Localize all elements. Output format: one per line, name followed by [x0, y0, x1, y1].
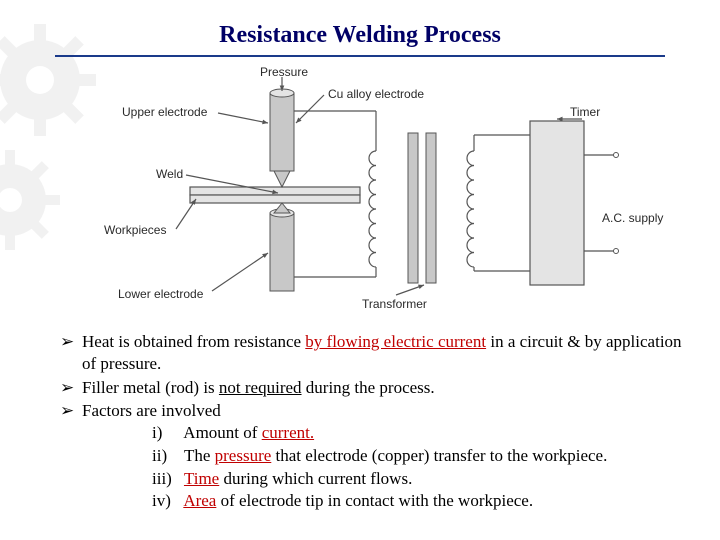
label-weld: Weld: [156, 167, 183, 181]
label-workpieces: Workpieces: [104, 223, 166, 237]
sublist-item: iv) Area of electrode tip in contact wit…: [152, 490, 690, 512]
label-transformer: Transformer: [362, 297, 427, 311]
label-timer: Timer: [570, 105, 600, 119]
sublist-item: i) Amount of current.: [152, 422, 690, 444]
label-pressure: Pressure: [260, 65, 308, 79]
label-lower-electrode: Lower electrode: [118, 287, 203, 301]
bullet-item: Heat is obtained from resistance by flow…: [60, 331, 690, 375]
sublist-item: ii) The pressure that electrode (copper)…: [152, 445, 690, 467]
label-upper-electrode: Upper electrode: [122, 105, 207, 119]
label-ac-supply: A.C. supply: [602, 211, 663, 225]
title-underline: [55, 55, 665, 57]
page-title: Resistance Welding Process: [0, 0, 720, 49]
label-cu-electrode: Cu alloy electrode: [328, 87, 424, 101]
bullet-item: Filler metal (rod) is not required durin…: [60, 377, 690, 399]
bullet-list: Heat is obtained from resistance by flow…: [0, 323, 720, 512]
diagram-svg: [80, 63, 640, 323]
sublist-item: iii) Time during which current flows.: [152, 468, 690, 490]
welding-diagram: Pressure Cu alloy electrode Upper electr…: [80, 63, 640, 323]
bullet-item: Factors are involvedi) Amount of current…: [60, 400, 690, 512]
